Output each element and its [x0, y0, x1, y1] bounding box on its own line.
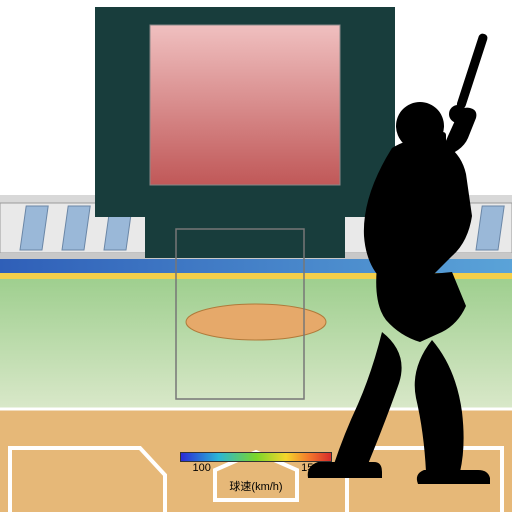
- pitchers-mound: [186, 304, 326, 340]
- scene-svg: [0, 0, 512, 512]
- pitch-location-scene: [0, 0, 512, 512]
- speed-legend-ticks: 100 150: [180, 462, 332, 476]
- speed-legend-tick: 100: [193, 462, 211, 474]
- speed-legend: 100 150 球速(km/h): [180, 452, 332, 494]
- speed-legend-tick: 150: [301, 462, 319, 474]
- speed-legend-label: 球速(km/h): [229, 478, 282, 494]
- speed-legend-bar: [180, 452, 332, 462]
- scoreboard-screen: [150, 25, 340, 185]
